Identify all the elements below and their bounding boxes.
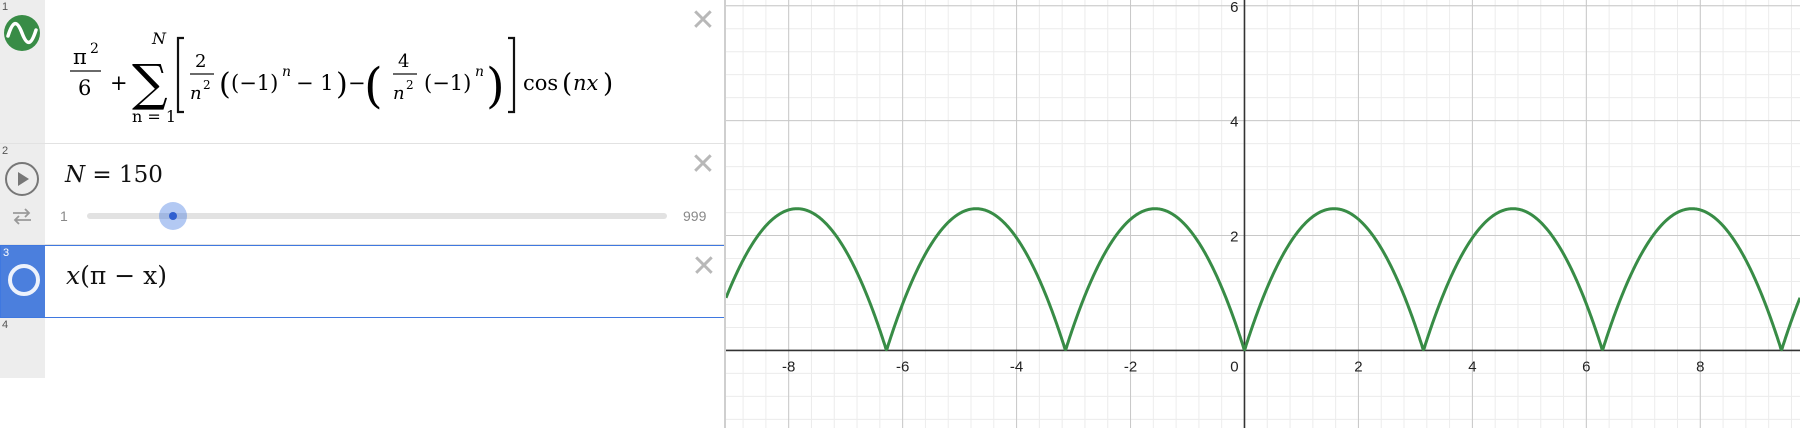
expression-row-3[interactable]: 3 x(π − x) ✕ [0, 245, 726, 318]
pi-squared: π [73, 45, 87, 69]
expression-row-2[interactable]: 2 N = 150 1 999 ✕ [0, 144, 724, 245]
fraction-1-denominator-exponent: 2 [203, 78, 211, 92]
minus-one-base: (−1) [231, 71, 278, 95]
x-tick-labels: -8 -6 -4 -2 0 2 4 6 8 [782, 358, 1704, 375]
slider-track[interactable] [87, 213, 667, 219]
y-tick-label: 4 [1230, 114, 1238, 131]
expression-text: (π − x) [80, 261, 167, 290]
x-tick-label: 2 [1354, 358, 1362, 375]
big-paren-close: ) [486, 58, 505, 114]
cos-paren-close: ) [603, 69, 613, 99]
y-tick-label: 6 [1230, 0, 1238, 16]
big-paren-open: ( [364, 58, 383, 114]
fraction-2-numerator: 4 [398, 51, 409, 72]
expression-list: 1 π 2 6 + N ∑ n = 1 2 [0, 0, 726, 428]
axes [726, 0, 1800, 428]
fraction-2-denominator-exponent: 2 [406, 78, 414, 92]
minus-one-exponent: n [282, 64, 291, 80]
cos-paren-open: ( [562, 69, 572, 99]
sum-upper-limit: N [151, 29, 167, 48]
major-grid [726, 0, 1800, 428]
inner-minus-one-exponent: n [475, 64, 484, 80]
sigma-icon: ∑ [132, 54, 168, 112]
slider-variable: N [65, 162, 86, 188]
delete-expression-icon[interactable]: ✕ [690, 3, 716, 38]
fraction-1-denominator: n [190, 83, 202, 104]
delete-expression-icon[interactable]: ✕ [691, 249, 717, 284]
slider-expression[interactable]: N = 150 [65, 162, 163, 188]
y-tick-label: 2 [1230, 229, 1238, 246]
pi-exponent: 2 [90, 41, 99, 57]
expression-gutter[interactable]: 2 [0, 144, 45, 244]
expression-index: 2 [2, 145, 9, 157]
expression-index: 3 [3, 247, 10, 259]
play-icon[interactable] [4, 161, 40, 197]
hidden-graph-icon[interactable] [5, 261, 43, 299]
x-tick-label: 8 [1696, 358, 1704, 375]
cos-argument: nx [573, 71, 599, 95]
paren-open: ( [219, 67, 231, 102]
expression-row-4[interactable]: 4 [0, 318, 724, 378]
plus-sign: + [110, 71, 128, 95]
inner-minus-one-base: (−1) [424, 71, 471, 95]
minor-grid [726, 0, 1800, 428]
y-tick-labels: 2 4 6 [1230, 0, 1238, 246]
minus-one-tail: − 1 [296, 71, 334, 95]
x-tick-label: 0 [1230, 358, 1238, 375]
x-tick-label: 4 [1468, 358, 1476, 375]
slider-min-label[interactable]: 1 [60, 208, 68, 224]
paren-close: ) [336, 67, 348, 102]
cos-function: cos [523, 71, 558, 95]
x-tick-label: -8 [782, 358, 795, 375]
delete-expression-icon[interactable]: ✕ [690, 147, 716, 182]
loop-icon[interactable] [10, 207, 34, 225]
expression-input[interactable]: x(π − x) [66, 261, 167, 290]
slider-max-label[interactable]: 999 [683, 208, 707, 224]
graph-color-icon[interactable] [3, 14, 41, 52]
minus-sign: − [348, 71, 366, 95]
expression-variable: x [66, 261, 81, 290]
x-tick-label: -2 [1124, 358, 1137, 375]
x-tick-label: -6 [896, 358, 909, 375]
expression-gutter[interactable]: 1 [0, 0, 45, 143]
fraction-2-denominator: n [393, 83, 405, 104]
fourier-series-formula[interactable]: π 2 6 + N ∑ n = 1 2 n 2 ( (−1) n [68, 20, 668, 130]
x-tick-label: 6 [1582, 358, 1590, 375]
series-line[interactable] [726, 207, 1800, 352]
expression-index: 1 [2, 1, 9, 13]
slider-thumb-dot[interactable] [169, 212, 177, 220]
expression-gutter[interactable]: 3 [1, 246, 45, 317]
pi-denominator: 6 [78, 76, 91, 100]
expression-index: 4 [2, 319, 9, 331]
sum-lower-limit: n = 1 [132, 107, 176, 126]
fraction-1-numerator: 2 [195, 51, 206, 72]
slider-value-text: = 150 [85, 162, 163, 188]
expression-row-1[interactable]: 1 π 2 6 + N ∑ n = 1 2 [0, 0, 724, 144]
panel-divider[interactable] [724, 0, 726, 428]
expression-gutter[interactable]: 4 [0, 318, 45, 378]
graph-canvas[interactable]: -8 -6 -4 -2 0 2 4 6 8 2 4 6 [726, 0, 1800, 428]
x-tick-label: -4 [1010, 358, 1023, 375]
